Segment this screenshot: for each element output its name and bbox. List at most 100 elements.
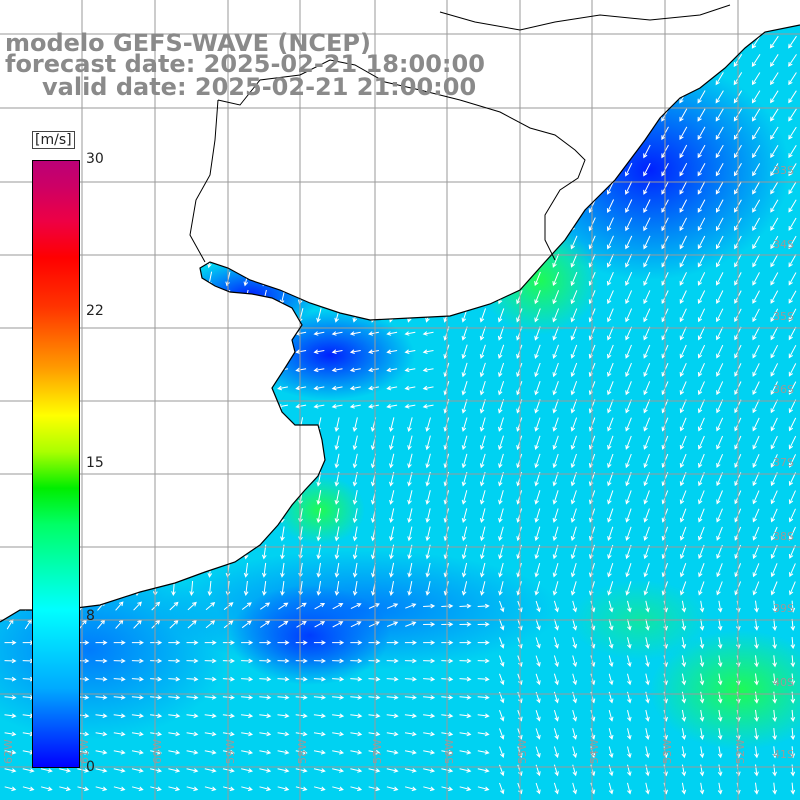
wind-arrow (535, 710, 541, 722)
wind-arrow (697, 163, 706, 177)
wind-arrow (4, 749, 17, 755)
wind-arrow (295, 786, 308, 792)
wind-arrow (534, 435, 541, 450)
wind-arrow (386, 676, 399, 682)
wind-arrow (607, 290, 614, 305)
wind-arrow (752, 381, 760, 396)
wind-arrow (349, 385, 361, 391)
wind-arrow (790, 600, 796, 613)
wind-arrow (625, 563, 632, 578)
wind-arrow (352, 508, 358, 524)
wind-arrow (59, 768, 72, 773)
wind-arrow (386, 603, 399, 609)
wind-arrow (606, 271, 614, 286)
wind-arrow (295, 658, 308, 664)
wind-arrow (788, 181, 797, 195)
latitude-label: 34S (773, 238, 794, 251)
wind-arrow (752, 326, 760, 341)
wind-arrow (477, 768, 490, 773)
wind-arrow (295, 349, 307, 354)
wind-arrow (187, 601, 197, 611)
wind-arrow (350, 603, 362, 610)
wind-arrow (349, 404, 361, 409)
wind-arrow (679, 272, 687, 286)
wind-arrow (770, 508, 778, 523)
wind-arrow (314, 602, 326, 610)
wind-arrow (752, 399, 760, 414)
wind-arrow (479, 380, 486, 396)
wind-arrow (608, 746, 614, 759)
wind-arrow (352, 417, 358, 433)
wind-arrow (313, 658, 326, 664)
wind-arrow (788, 326, 797, 341)
wind-arrow (770, 54, 779, 67)
wind-arrow (788, 399, 797, 414)
wind-arrow (186, 713, 199, 719)
wind-arrow (608, 709, 614, 722)
wind-arrow (243, 562, 249, 578)
wind-arrow (697, 417, 705, 432)
wind-arrow (316, 581, 322, 596)
wind-arrow (754, 764, 759, 777)
wind-arrow (368, 731, 381, 737)
wind-arrow (368, 749, 381, 755)
wind-arrow (205, 620, 216, 629)
wind-arrow (150, 676, 163, 682)
wind-arrow (606, 217, 614, 232)
wind-arrow (334, 490, 340, 505)
wind-arrow (789, 581, 796, 596)
wind-arrow (131, 658, 144, 664)
wind-arrow (241, 713, 254, 719)
wind-arrow (572, 673, 578, 686)
wind-arrow (389, 435, 395, 451)
wind-arrow (295, 713, 308, 719)
wind-arrow (259, 749, 272, 755)
wind-arrow (752, 308, 760, 323)
wind-arrow (788, 508, 796, 523)
wind-arrow (790, 709, 796, 722)
wind-arrow (627, 637, 632, 649)
wind-arrow (770, 344, 779, 359)
wind-arrow (716, 235, 724, 250)
wind-arrow (754, 618, 759, 631)
wind-arrow (150, 749, 163, 755)
wind-arrow (168, 640, 181, 645)
wind-arrow (754, 673, 759, 686)
wind-arrow (404, 640, 417, 645)
wind-arrow (425, 435, 431, 451)
wind-arrow (150, 658, 163, 664)
wind-arrow (314, 621, 326, 628)
wind-arrow (625, 271, 633, 286)
wind-arrow (534, 308, 541, 323)
wind-arrow (331, 367, 343, 373)
wind-arrow (150, 768, 163, 773)
wind-arrow (552, 362, 559, 378)
wind-arrow (607, 308, 614, 323)
valid-date: valid date: 2025-02-21 21:00:00 (42, 73, 477, 101)
wind-arrow (699, 655, 705, 668)
wind-arrow (572, 655, 578, 668)
wind-arrow (40, 768, 53, 773)
wind-arrow (553, 746, 559, 759)
wind-arrow (770, 581, 778, 596)
wind-arrow (404, 768, 417, 773)
wind-arrow (715, 108, 724, 122)
wind-arrow (313, 713, 326, 719)
wind-arrow (259, 731, 272, 737)
wind-arrow (679, 108, 688, 122)
wind-arrow (479, 308, 486, 323)
wind-arrow (186, 640, 199, 645)
wind-arrow (150, 713, 163, 719)
wind-arrow (752, 144, 761, 159)
wind-arrow (606, 235, 614, 250)
wind-arrow (679, 326, 687, 341)
wind-arrow (552, 581, 559, 596)
wind-arrow (461, 526, 468, 542)
wind-arrow (608, 618, 614, 631)
wind-arrow (752, 563, 760, 578)
wind-arrow (423, 713, 436, 719)
wind-arrow (368, 786, 381, 792)
wind-arrow (625, 508, 632, 523)
wind-arrow (479, 435, 486, 451)
wind-arrow (386, 385, 398, 391)
